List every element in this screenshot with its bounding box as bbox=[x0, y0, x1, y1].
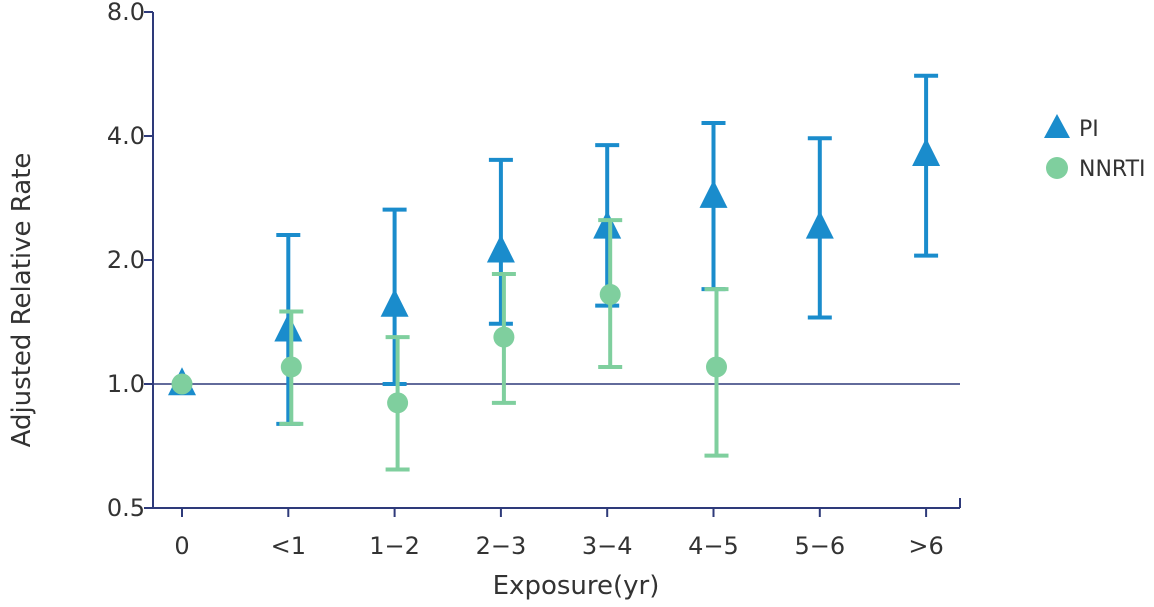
nnrti-marker bbox=[706, 356, 727, 378]
pi-marker bbox=[486, 234, 515, 263]
nnrti-marker bbox=[599, 283, 621, 305]
x-tick-label: 4−5 bbox=[688, 532, 739, 560]
legend-nnrti-marker bbox=[1046, 157, 1068, 179]
x-tick-label: 2−3 bbox=[476, 532, 527, 560]
nnrti-marker bbox=[280, 356, 302, 378]
x-tick-label: >6 bbox=[908, 532, 943, 560]
pi-marker bbox=[805, 210, 834, 239]
pi-marker bbox=[274, 313, 303, 342]
x-tick-label: <1 bbox=[271, 532, 306, 560]
axes-layer bbox=[152, 12, 961, 509]
nnrti-marker bbox=[171, 373, 193, 395]
pi-marker bbox=[912, 138, 941, 167]
legend-label: NNRTI bbox=[1079, 157, 1146, 182]
x-axis-title: Exposure(yr) bbox=[493, 571, 660, 601]
series-nnrti bbox=[171, 218, 729, 472]
pi-marker bbox=[699, 179, 728, 208]
y-tick-label: 1.0 bbox=[107, 370, 145, 398]
nnrti-marker bbox=[493, 326, 515, 348]
x-tick-label: 5−6 bbox=[794, 532, 845, 560]
pi-marker bbox=[593, 210, 622, 239]
nnrti-marker bbox=[387, 392, 409, 414]
x-tick-label: 0 bbox=[174, 532, 189, 560]
y-axis-title: Adjusted Relative Rate bbox=[7, 153, 37, 448]
y-tick-label: 0.5 bbox=[107, 494, 145, 522]
legend-label: PI bbox=[1079, 117, 1099, 142]
x-tick-label: 1−2 bbox=[369, 532, 420, 560]
y-tick-label: 2.0 bbox=[107, 246, 145, 274]
x-tick-label: 3−4 bbox=[582, 532, 633, 560]
x-ticks: 0 <1 1−2 2−3 3−4 4−5 5−6 >6 bbox=[174, 508, 944, 560]
legend-pi-marker bbox=[1044, 114, 1070, 138]
legend: PI NNRTI bbox=[1044, 114, 1146, 182]
y-ticks: 0.5 1.0 2.0 4.0 8.0 bbox=[107, 0, 153, 522]
pi-marker bbox=[380, 288, 409, 317]
y-tick-label: 4.0 bbox=[107, 122, 145, 150]
series-layer bbox=[168, 73, 941, 472]
y-tick-label: 8.0 bbox=[107, 0, 145, 26]
